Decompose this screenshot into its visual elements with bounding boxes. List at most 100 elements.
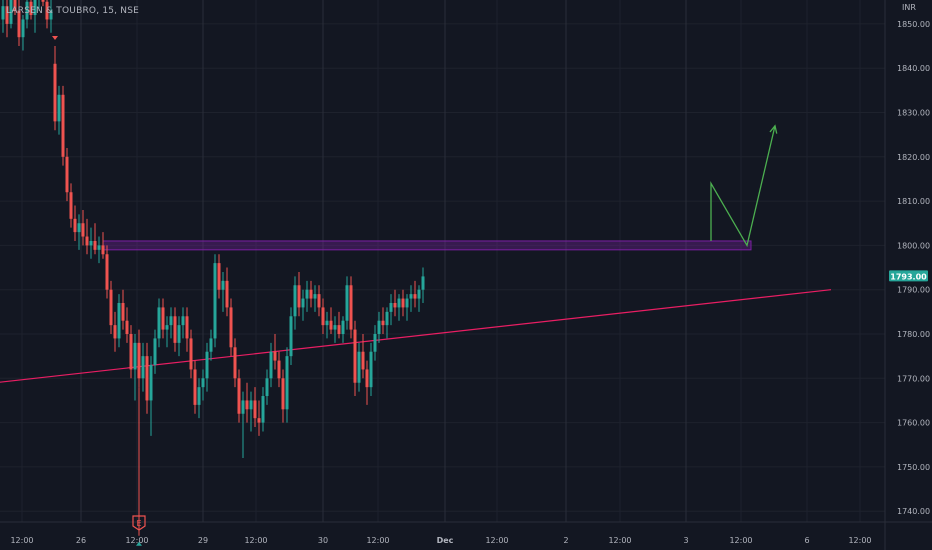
candle (233, 338, 237, 388)
candle-body (117, 302, 121, 339)
candle-body (349, 285, 353, 330)
candle (125, 307, 129, 343)
candle (113, 311, 117, 352)
candle-body (269, 351, 273, 379)
candle (145, 342, 149, 414)
candle (245, 382, 249, 423)
candle (141, 342, 145, 392)
candle-body (85, 236, 89, 246)
candle (277, 351, 281, 388)
candles (1, 0, 425, 459)
candle-body (357, 351, 361, 383)
time-tick-label: 12:00 (10, 536, 33, 545)
candle (1, 0, 5, 33)
candle (201, 369, 205, 401)
candle-body (49, 10, 53, 20)
candle-body (241, 400, 245, 414)
candle (153, 329, 157, 374)
candle-body (229, 307, 233, 348)
candle-body (17, 10, 21, 38)
candle (257, 400, 261, 436)
candle (21, 15, 25, 51)
candle-body (361, 351, 365, 370)
earnings-marker-shape (132, 515, 146, 531)
candle (161, 298, 165, 339)
candle (105, 245, 109, 299)
candle (381, 307, 385, 334)
candle-body (105, 254, 109, 290)
candle-body (13, 0, 17, 11)
price-tick-label: 1850.00 (897, 20, 930, 29)
candle (57, 85, 61, 135)
candle-body (217, 263, 221, 290)
price-tick-label: 1780.00 (897, 330, 930, 339)
candle-body (129, 334, 133, 370)
candle (273, 334, 277, 370)
candle-body (165, 325, 169, 330)
candle-body (61, 94, 65, 157)
price-tick-label: 1790.00 (897, 286, 930, 295)
earnings-marker: E (132, 515, 146, 531)
candle-body (81, 223, 85, 237)
candle-body (145, 356, 149, 401)
candle-body (277, 360, 281, 379)
candle-body (177, 325, 181, 343)
grid (0, 0, 885, 522)
earnings-marker-label: E (136, 519, 141, 528)
candle-body (301, 298, 305, 308)
time-tick-label: 6 (804, 536, 809, 545)
candle-body (405, 298, 409, 308)
candle-body (73, 218, 77, 233)
candle-body (369, 351, 373, 388)
projection-arrow (710, 125, 776, 248)
candle-body (181, 316, 185, 326)
candle (357, 342, 361, 392)
time-tick-label: 12:00 (244, 536, 267, 545)
candle (369, 342, 373, 397)
time-tick-label: Dec (437, 536, 454, 545)
candle (17, 0, 21, 47)
time-tick-label: 30 (318, 536, 328, 545)
candle (341, 316, 345, 343)
price-tick-label: 1770.00 (897, 374, 930, 383)
candle-body (209, 338, 213, 352)
candle (73, 205, 77, 241)
candle-body (9, 0, 13, 24)
candle (409, 285, 413, 312)
candle-body (393, 302, 397, 308)
candle (213, 254, 217, 348)
candle (421, 267, 425, 303)
candle-body (161, 307, 165, 330)
candle (93, 223, 97, 255)
candle-body (21, 19, 25, 38)
candle (177, 316, 181, 357)
candle (281, 369, 285, 423)
candle (13, 0, 17, 16)
candle (289, 307, 293, 366)
price-tick-label: 1760.00 (897, 419, 930, 428)
time-tick-label: 12:00 (848, 536, 871, 545)
candle-body (397, 298, 401, 308)
candle-body (373, 334, 377, 352)
candle-body (141, 356, 145, 379)
candle-body (281, 378, 285, 410)
candle-body (365, 369, 369, 388)
candle-body (313, 294, 317, 299)
candle-body (205, 351, 209, 379)
candle-body (5, 6, 9, 24)
candle-body (45, 1, 49, 20)
interval-label: 15 (102, 6, 115, 16)
candle (389, 294, 393, 326)
candle-body (353, 329, 357, 383)
candle-body (237, 378, 241, 414)
candle (309, 280, 313, 308)
time-axis: 12:00 26 12:00 29 12:00 30 12:00 Dec 12:00 2 12:00… (10, 536, 871, 545)
time-tick-label: 26 (76, 536, 86, 545)
time-tick-label: 12:00 (125, 536, 148, 545)
candle-body (257, 418, 261, 423)
candle-body (197, 387, 201, 405)
candle-body (273, 351, 277, 361)
candle-body (329, 320, 333, 330)
resistance-zone (102, 240, 752, 251)
